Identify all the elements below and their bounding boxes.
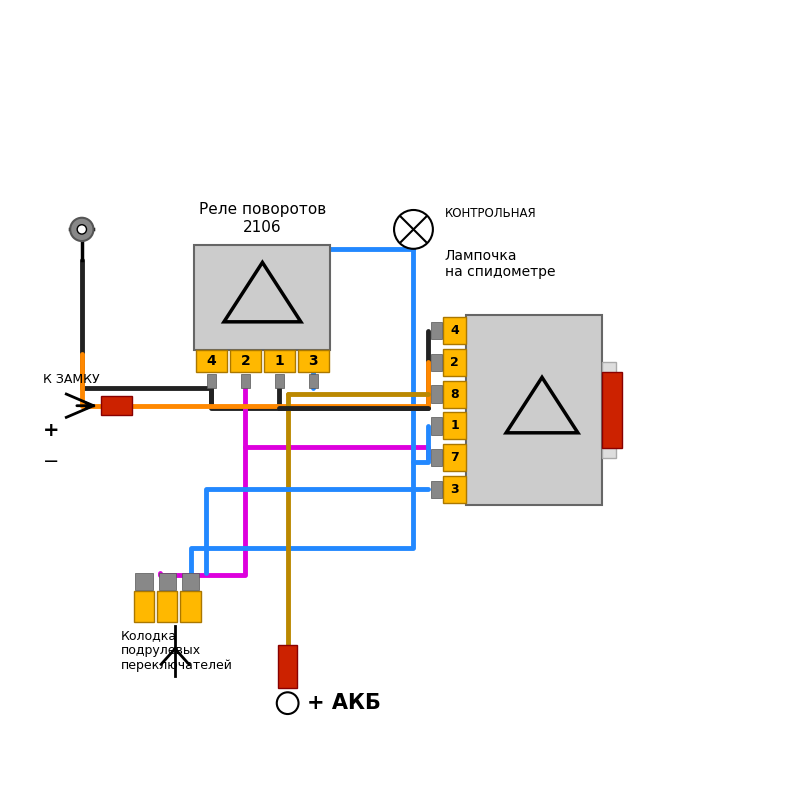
Text: −: − [43, 452, 60, 471]
Bar [602, 372, 622, 448]
Text: Лампочка
на спидометре: Лампочка на спидометре [444, 249, 555, 279]
Bar [241, 374, 250, 388]
Bar [443, 317, 466, 344]
Bar [431, 385, 442, 403]
FancyBboxPatch shape [466, 315, 602, 505]
Text: +: + [43, 422, 60, 440]
Text: 4: 4 [206, 354, 217, 367]
Text: 7: 7 [451, 451, 459, 464]
Text: 4: 4 [451, 324, 459, 338]
Bar [101, 396, 133, 415]
Circle shape [77, 225, 86, 234]
Text: 1: 1 [451, 419, 459, 433]
Bar [443, 444, 466, 471]
Bar [206, 374, 216, 388]
Text: 2: 2 [240, 354, 250, 367]
Bar [181, 590, 201, 622]
Bar [602, 363, 616, 458]
Bar [275, 374, 284, 388]
Bar [196, 350, 227, 371]
Bar [134, 590, 154, 622]
Bar [136, 573, 152, 590]
Bar [431, 354, 442, 371]
Text: 3: 3 [451, 483, 459, 496]
FancyBboxPatch shape [195, 245, 330, 350]
Bar [157, 590, 177, 622]
Text: 2: 2 [451, 356, 459, 369]
Circle shape [394, 210, 433, 249]
Text: 8: 8 [451, 388, 459, 400]
Bar [431, 480, 442, 498]
Text: 3: 3 [309, 354, 318, 367]
Bar [443, 349, 466, 376]
Text: Колодка
подрулевых
переключателей: Колодка подрулевых переключателей [121, 630, 232, 673]
Circle shape [70, 217, 93, 241]
Bar [443, 381, 466, 407]
Bar [443, 476, 466, 502]
Text: Реле поворотов
2106: Реле поворотов 2106 [199, 203, 326, 235]
Bar [431, 322, 442, 339]
Bar [298, 350, 329, 371]
Text: КОНТРОЛЬНАЯ: КОНТРОЛЬНАЯ [444, 207, 536, 221]
Bar [279, 645, 297, 688]
Bar [431, 449, 442, 466]
Bar [230, 350, 261, 371]
Text: + АКБ: + АКБ [307, 693, 381, 713]
Bar [182, 573, 199, 590]
Text: 1: 1 [275, 354, 284, 367]
Circle shape [277, 692, 298, 714]
Bar [309, 374, 318, 388]
Text: К ЗАМКУ: К ЗАМКУ [43, 374, 100, 386]
Bar [264, 350, 295, 371]
Bar [431, 417, 442, 435]
Bar [159, 573, 176, 590]
Bar [443, 412, 466, 440]
